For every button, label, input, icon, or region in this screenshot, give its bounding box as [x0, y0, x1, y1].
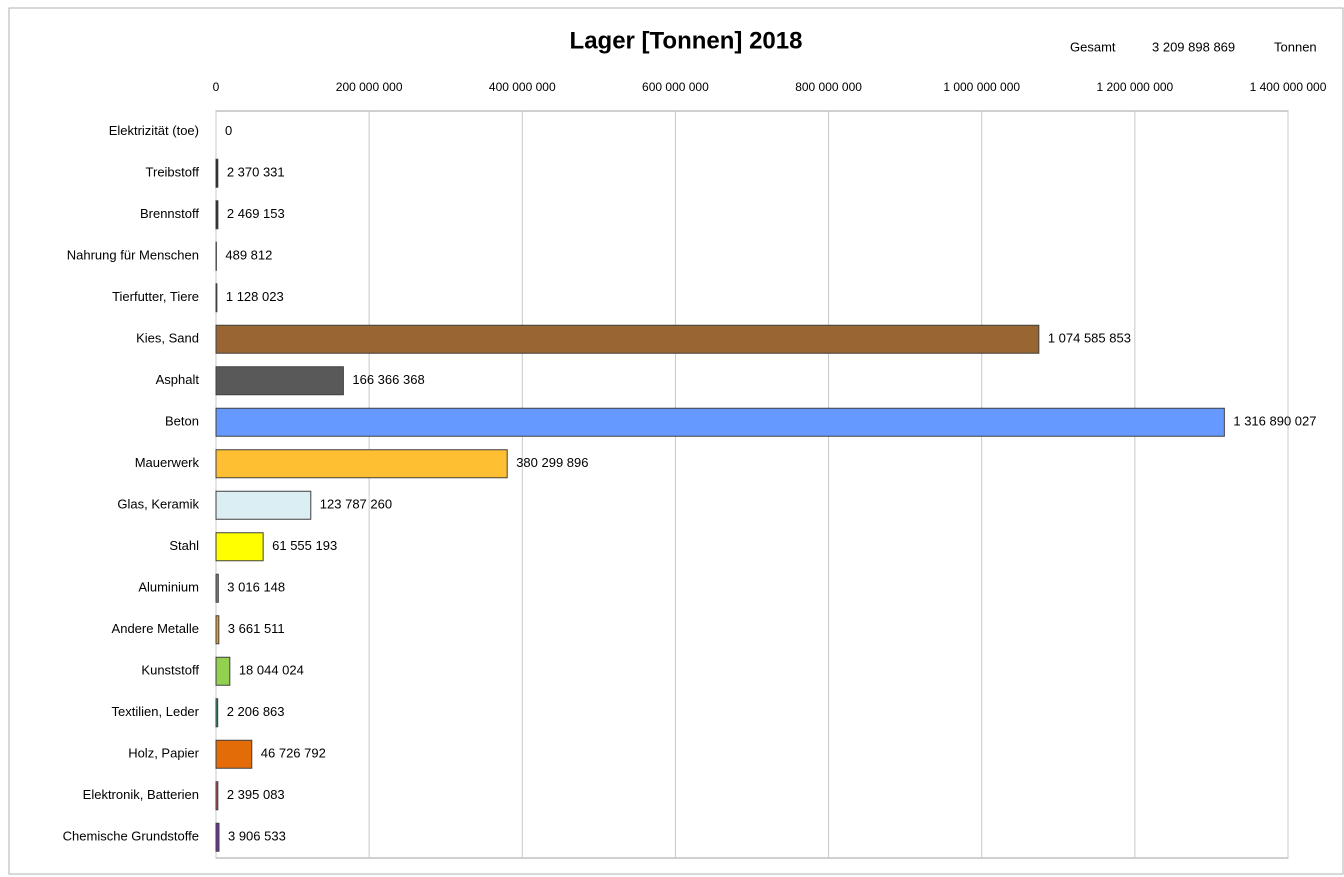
y-tick-label: Holz, Papier: [128, 746, 199, 761]
y-tick-label: Brennstoff: [140, 206, 199, 221]
bar: [215, 615, 220, 645]
y-tick-label: Chemische Grundstoffe: [63, 829, 199, 844]
annotation-label: Gesamt: [1070, 39, 1116, 54]
y-tick-label: Treibstoff: [146, 165, 200, 180]
bar: [215, 283, 218, 313]
y-tick-label: Kunststoff: [141, 663, 199, 678]
y-tick-label: Nahrung für Menschen: [67, 248, 199, 263]
bar: [215, 366, 344, 396]
x-tick-label: 400 000 000: [489, 80, 556, 94]
y-tick-label: Asphalt: [156, 372, 200, 387]
value-label: 61 555 193: [272, 538, 337, 553]
bar: [215, 781, 219, 811]
x-tick-label: 800 000 000: [795, 80, 862, 94]
y-tick-label: Beton: [165, 414, 199, 429]
y-tick-label: Textilien, Leder: [112, 704, 200, 719]
plot-area: [215, 110, 1289, 859]
bar: [215, 822, 220, 852]
bar: [215, 158, 219, 188]
value-label: 2 469 153: [227, 206, 285, 221]
value-label: 1 128 023: [226, 289, 284, 304]
value-label: 1 074 585 853: [1048, 331, 1131, 346]
y-tick-label: Elektrizität (toe): [109, 123, 199, 138]
annotation-value: 3 209 898 869: [1152, 39, 1235, 54]
value-label: 3 016 148: [227, 580, 285, 595]
bar: [215, 324, 1040, 354]
y-tick-label: Glas, Keramik: [117, 497, 199, 512]
value-label: 0: [225, 123, 232, 138]
x-tick-label: 1 000 000 000: [943, 80, 1020, 94]
x-tick-label: 1 200 000 000: [1096, 80, 1173, 94]
value-label: 1 316 890 027: [1233, 414, 1316, 429]
bar: [215, 490, 312, 520]
chart-title: Lager [Tonnen] 2018: [570, 27, 803, 54]
x-tick-label: 200 000 000: [336, 80, 403, 94]
bar: [215, 449, 508, 479]
y-tick-label: Andere Metalle: [112, 621, 199, 636]
value-label: 2 370 331: [227, 165, 285, 180]
bar: [215, 698, 219, 728]
y-tick-label: Tierfutter, Tiere: [112, 289, 199, 304]
x-tick-label: 0: [213, 80, 220, 94]
value-label: 380 299 896: [516, 455, 588, 470]
value-label: 2 206 863: [227, 704, 285, 719]
value-label: 3 906 533: [228, 829, 286, 844]
y-tick-label: Mauerwerk: [135, 455, 200, 470]
y-tick-label: Kies, Sand: [136, 331, 199, 346]
x-tick-label: 600 000 000: [642, 80, 709, 94]
annotation-unit: Tonnen: [1274, 39, 1317, 54]
bar: [215, 200, 219, 230]
bar: [215, 407, 1225, 437]
bar: [215, 532, 264, 562]
value-label: 3 661 511: [228, 621, 285, 636]
y-tick-label: Elektronik, Batterien: [83, 787, 199, 802]
value-label: 489 812: [225, 248, 272, 263]
value-label: 2 395 083: [227, 787, 285, 802]
bar: [215, 656, 231, 686]
y-tick-label: Stahl: [169, 538, 199, 553]
value-label: 46 726 792: [261, 746, 326, 761]
bar: [215, 573, 219, 603]
value-label: 123 787 260: [320, 497, 392, 512]
x-tick-label: 1 400 000 000: [1250, 80, 1327, 94]
bar: [215, 739, 253, 769]
value-label: 166 366 368: [352, 372, 424, 387]
value-label: 18 044 024: [239, 663, 304, 678]
y-tick-label: Aluminium: [138, 580, 199, 595]
